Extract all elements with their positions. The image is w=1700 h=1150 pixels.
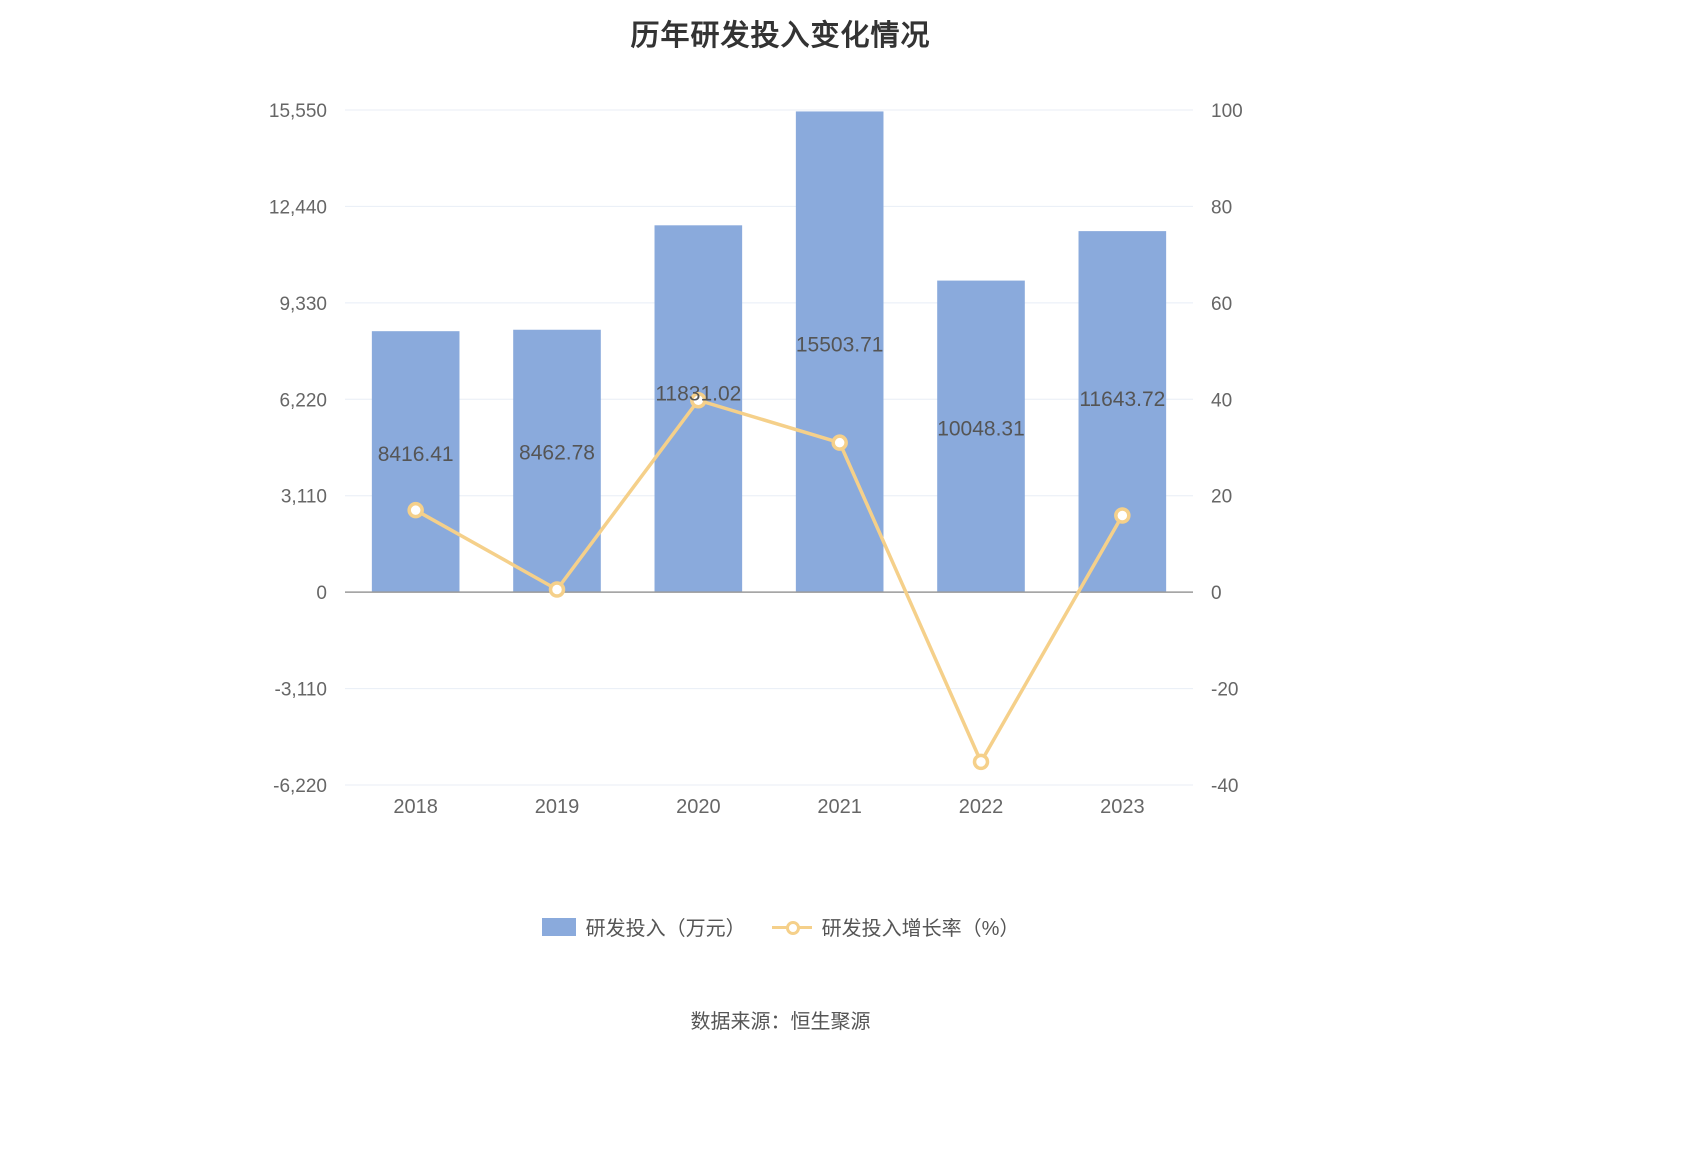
category-label: 2021 xyxy=(817,796,862,818)
right-axis-tick-label: -20 xyxy=(1211,680,1238,701)
left-axis-tick-label: 9,330 xyxy=(279,294,327,315)
line-data-point xyxy=(690,392,707,409)
bar-series xyxy=(371,111,1167,593)
legend-bar-swatch-icon xyxy=(541,917,576,936)
gridlines xyxy=(345,109,1193,786)
category-label: 2019 xyxy=(535,796,580,818)
left-axis-tick-label: -6,220 xyxy=(273,776,327,797)
right-axis-tick-label: 40 xyxy=(1211,390,1232,411)
legend-item-bar-label: 研发投入（万元） xyxy=(585,918,746,940)
bar-value-label: 11643.72 xyxy=(1079,388,1165,411)
bar xyxy=(937,280,1025,593)
legend-item-line[interactable]: 研发投入增长率（%） xyxy=(771,912,1020,941)
growth-rate-line xyxy=(413,398,1125,764)
left-axis-tick-label: -3,110 xyxy=(275,680,327,701)
category-label: 2022 xyxy=(959,796,1004,818)
left-axis-labels: -6,220 -3,110 0 3,110 6,220 9,330 12,440 15,550 xyxy=(269,101,327,797)
left-axis-tick-label: 15,550 xyxy=(269,101,327,122)
category-labels: 2018 2019 2020 2021 2022 2023 xyxy=(393,796,1144,818)
line-data-point xyxy=(1114,507,1131,524)
line-data-point xyxy=(972,753,990,771)
right-axis-tick-label: 60 xyxy=(1211,294,1232,315)
legend-item-bar[interactable]: 研发投入（万元） xyxy=(541,912,746,941)
line-data-point xyxy=(831,434,848,451)
right-axis-tick-label: 80 xyxy=(1211,197,1232,218)
bar-value-labels: 8416.41 8462.78 11831.02 15503.71 10048.31 11… xyxy=(378,333,1166,466)
chart-plot-area: -6,220 -3,110 0 3,110 6,220 9,330 12,440 15,550… xyxy=(269,101,1243,818)
right-axis-tick-label: -40 xyxy=(1211,776,1238,797)
data-source-note: 数据来源：恒生聚源 xyxy=(690,1011,871,1033)
category-label: 2020 xyxy=(676,796,721,818)
legend-line-swatch-icon xyxy=(771,918,812,936)
right-axis-tick-label: 20 xyxy=(1211,487,1232,508)
right-axis-labels: -40 -20 0 20 40 60 80 100 xyxy=(1211,101,1243,797)
bar-value-label: 8416.41 xyxy=(378,443,454,466)
bar-value-label: 10048.31 xyxy=(937,418,1025,441)
left-axis-tick-label: 3,110 xyxy=(281,487,327,508)
chart-legend: 研发投入（万元） 研发投入增长率（%） xyxy=(0,912,1561,941)
category-label: 2023 xyxy=(1100,796,1145,818)
legend-item-line-label: 研发投入增长率（%） xyxy=(821,918,1020,940)
line-data-point xyxy=(548,581,566,598)
right-axis-tick-label: 0 xyxy=(1211,583,1222,604)
left-axis-tick-label: 12,440 xyxy=(269,197,327,218)
category-label: 2018 xyxy=(393,796,438,818)
bar-value-label: 8462.78 xyxy=(519,442,595,465)
bar-value-label: 15503.71 xyxy=(796,333,884,356)
line-data-point xyxy=(407,501,424,519)
bar xyxy=(1078,231,1167,593)
bar-value-label: 11831.02 xyxy=(655,382,741,405)
left-axis-tick-label: 0 xyxy=(316,583,327,604)
bar xyxy=(371,331,460,593)
chart-title: 历年研发投入变化情况 xyxy=(630,20,931,52)
left-axis-tick-label: 6,220 xyxy=(279,390,327,411)
line-series xyxy=(407,392,1131,771)
right-axis-tick-label: 100 xyxy=(1211,101,1243,122)
